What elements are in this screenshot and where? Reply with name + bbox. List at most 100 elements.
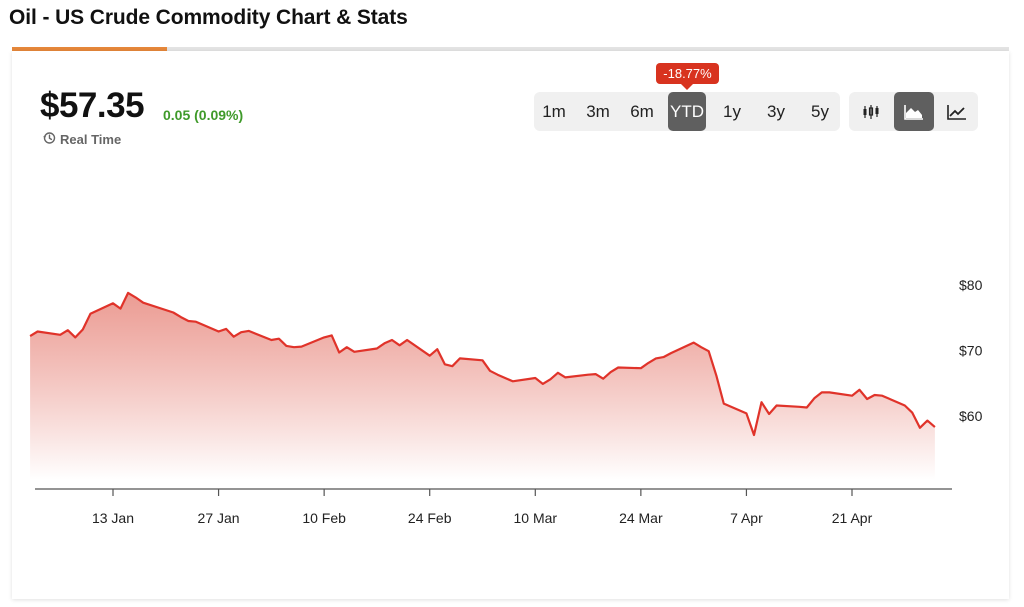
data-point[interactable] [81,328,85,332]
data-point[interactable] [345,345,349,349]
range-ytd-button[interactable]: YTD [668,92,706,131]
data-point[interactable] [556,371,560,375]
data-point[interactable] [458,356,462,360]
data-point[interactable] [300,345,304,349]
x-tick-label: 7 Apr [730,510,763,526]
range-6m-button[interactable]: 6m [630,102,654,121]
x-tick-label: 10 Mar [513,510,557,526]
data-point[interactable] [933,425,937,429]
area-chart-button[interactable] [894,92,934,131]
data-point[interactable] [594,372,598,376]
data-point[interactable] [722,402,726,406]
data-point[interactable] [73,335,77,339]
data-point[interactable] [873,393,877,397]
data-point[interactable] [699,345,703,349]
x-tick-label: 27 Jan [198,510,240,526]
data-point[interactable] [58,333,62,337]
data-point[interactable] [186,319,190,323]
data-point[interactable] [496,373,500,377]
data-point[interactable] [428,354,432,358]
data-point[interactable] [918,426,922,430]
data-point[interactable] [443,362,447,366]
data-point[interactable] [337,351,341,355]
data-point[interactable] [450,364,454,368]
data-point[interactable] [714,373,718,377]
data-point[interactable] [88,312,92,316]
data-point[interactable] [383,341,387,345]
data-point[interactable] [820,390,824,394]
data-point[interactable] [639,366,643,370]
data-point[interactable] [850,394,854,398]
data-point[interactable] [330,333,334,337]
data-point[interactable] [805,406,809,410]
data-point[interactable] [390,338,394,342]
data-point[interactable] [111,301,115,305]
data-point[interactable] [654,356,658,360]
data-point[interactable] [134,295,138,299]
data-point[interactable] [586,373,590,377]
data-point[interactable] [375,347,379,351]
line-chart-button[interactable] [937,92,977,131]
data-point[interactable] [232,335,236,339]
data-point[interactable] [865,397,869,401]
data-point[interactable] [692,341,696,345]
data-point[interactable] [194,320,198,324]
data-point[interactable] [171,311,175,315]
data-point[interactable] [752,433,756,437]
data-point[interactable] [66,328,70,332]
data-point[interactable] [352,350,356,354]
data-point[interactable] [707,349,711,353]
data-point[interactable] [744,411,748,415]
data-point[interactable] [910,411,914,415]
range-3y-button[interactable]: 3y [767,102,785,121]
data-point[interactable] [284,344,288,348]
data-point[interactable] [503,376,507,380]
data-point[interactable] [36,330,40,334]
data-point[interactable] [669,351,673,355]
data-point[interactable] [28,334,32,338]
data-point[interactable] [179,315,183,319]
data-point[interactable] [760,400,764,404]
range-3m-button[interactable]: 3m [586,102,610,121]
data-point[interactable] [269,338,273,342]
data-point[interactable] [119,307,123,311]
data-point[interactable] [141,301,145,305]
range-1y-button[interactable]: 1y [723,102,741,121]
data-point[interactable] [435,347,439,351]
data-point[interactable] [217,330,221,334]
data-point[interactable] [563,375,567,379]
data-point[interactable] [277,337,281,341]
data-point[interactable] [481,358,485,362]
data-point[interactable] [224,327,228,331]
data-point[interactable] [488,369,492,373]
data-point[interactable] [541,382,545,386]
data-point[interactable] [405,338,409,342]
data-point[interactable] [903,404,907,408]
data-point[interactable] [548,377,552,381]
data-point[interactable] [609,370,613,374]
candlestick-chart-button[interactable] [851,92,891,131]
data-point[interactable] [239,330,243,334]
data-point[interactable] [292,345,296,349]
data-point[interactable] [662,355,666,359]
data-point[interactable] [601,377,605,381]
data-point[interactable] [398,343,402,347]
data-point[interactable] [827,390,831,394]
price-area-fill [30,292,935,480]
data-point[interactable] [775,404,779,408]
data-point[interactable] [880,394,884,398]
data-point[interactable] [511,379,515,383]
data-point[interactable] [126,291,130,295]
data-point[interactable] [797,405,801,409]
data-point[interactable] [322,335,326,339]
data-point[interactable] [767,412,771,416]
data-point[interactable] [533,376,537,380]
range-5y-button[interactable]: 5y [811,102,829,121]
data-point[interactable] [247,329,251,333]
range-1m-button[interactable]: 1m [542,102,566,121]
data-point[interactable] [812,396,816,400]
data-point[interactable] [925,419,929,423]
data-point[interactable] [616,366,620,370]
data-point[interactable] [858,388,862,392]
data-point[interactable] [646,361,650,365]
